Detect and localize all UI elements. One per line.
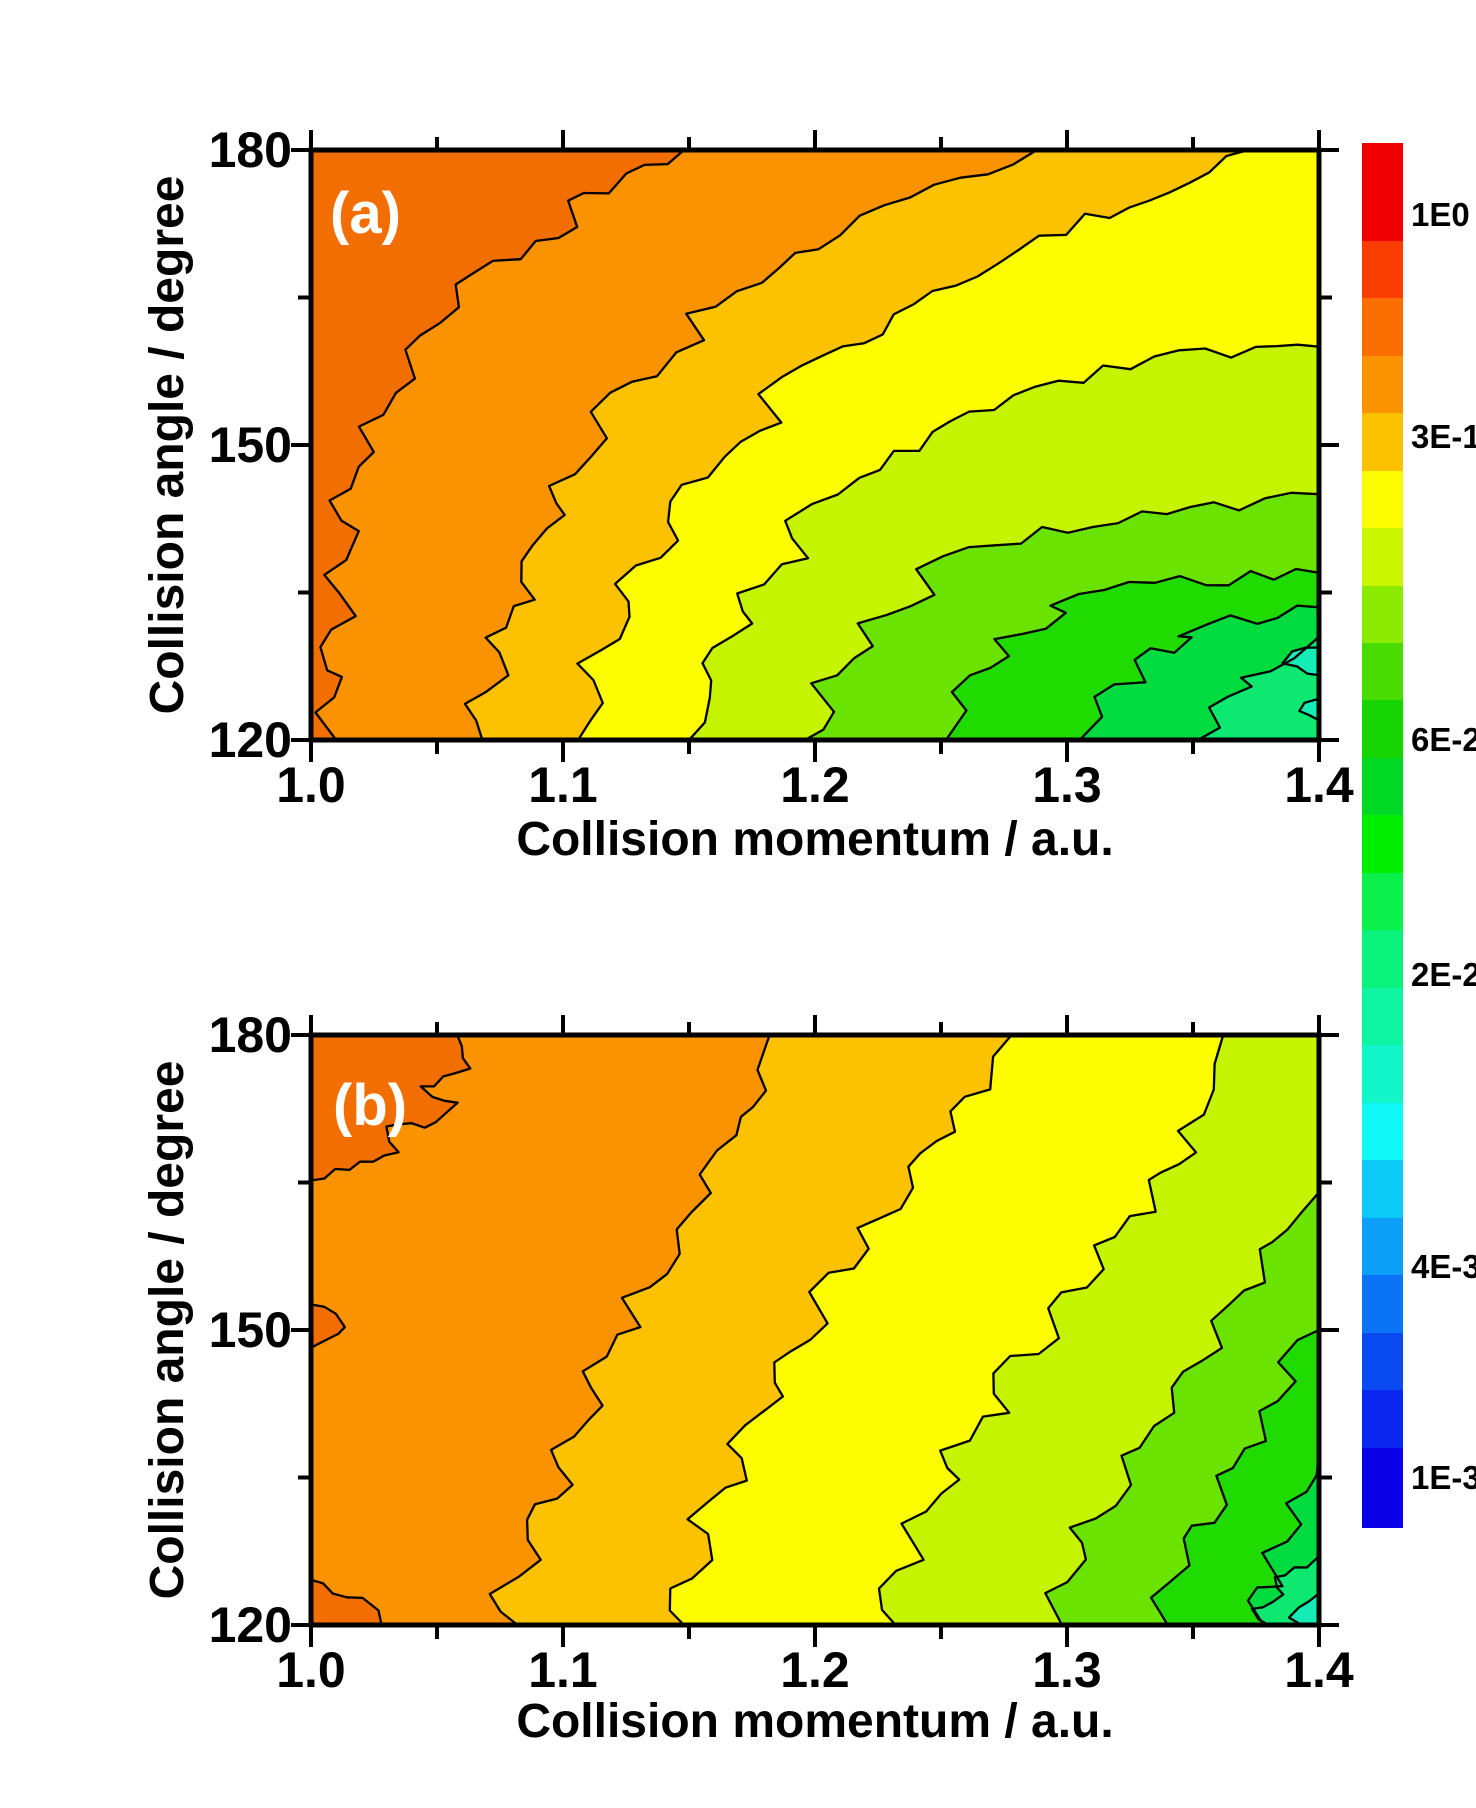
colorbar-segment	[1362, 355, 1403, 414]
colorbar	[1362, 143, 1403, 1528]
x-axis-title-b: Collision momentum / a.u.	[516, 1695, 1114, 1748]
y-tick-label: 180	[208, 1007, 292, 1063]
colorbar-segment	[1362, 872, 1403, 931]
colorbar-segment	[1362, 1045, 1403, 1103]
y-tick-label: 120	[208, 1597, 292, 1653]
colorbar-segment	[1362, 642, 1403, 701]
colorbar-segment	[1362, 1447, 1403, 1528]
x-tick-label: 1.4	[1284, 757, 1354, 813]
x-tick-label: 1.2	[780, 757, 850, 813]
x-tick-label: 1.4	[1284, 1642, 1354, 1698]
contour-plot-a	[285, 124, 1345, 766]
colorbar-segment	[1362, 1390, 1403, 1448]
colorbar-segment	[1362, 930, 1403, 988]
colorbar-label: 4E-3	[1411, 1248, 1476, 1285]
colorbar-segment	[1362, 815, 1403, 873]
y-tick-label: 120	[208, 712, 292, 768]
colorbar-segment	[1362, 470, 1403, 529]
colorbar-segment	[1362, 298, 1403, 356]
colorbar-label: 6E-2	[1411, 721, 1476, 758]
colorbar-segment	[1362, 240, 1403, 299]
y-tick-label: 180	[208, 122, 292, 178]
colorbar-segment	[1362, 700, 1403, 758]
x-tick-label: 1.0	[276, 1642, 346, 1698]
panel-a-tag: (a)	[330, 181, 401, 246]
colorbar-segment	[1362, 987, 1403, 1046]
x-tick-label: 1.0	[276, 757, 346, 813]
colorbar-segment	[1362, 528, 1403, 586]
x-tick-label: 1.3	[1032, 1642, 1102, 1698]
panel-b-tag: (b)	[333, 1073, 408, 1138]
colorbar-label: 2E-2	[1411, 956, 1476, 993]
y-axis-title-b: Collision angle / degree	[141, 1060, 194, 1600]
colorbar-segment	[1362, 757, 1403, 816]
x-tick-label: 1.2	[780, 1642, 850, 1698]
colorbar-segment	[1362, 585, 1403, 643]
colorbar-label: 1E0	[1411, 196, 1470, 233]
colorbar-segment	[1362, 1275, 1403, 1333]
y-axis-title-a: Collision angle / degree	[141, 175, 194, 715]
colorbar-label: 1E-3	[1411, 1459, 1476, 1496]
colorbar-segment	[1362, 1102, 1403, 1161]
colorbar-label: 3E-1	[1411, 418, 1476, 455]
colorbar-segment	[1362, 143, 1403, 241]
contour-canvas	[291, 1015, 1339, 1647]
colorbar-segment	[1362, 413, 1403, 471]
contour-plot-b	[285, 1009, 1345, 1651]
colorbar-segment	[1362, 1160, 1403, 1218]
x-axis-title-a: Collision momentum / a.u.	[516, 813, 1114, 866]
y-tick-label: 150	[208, 1302, 292, 1358]
x-tick-label: 1.1	[528, 1642, 598, 1698]
x-tick-label: 1.1	[528, 757, 598, 813]
y-tick-label: 150	[208, 417, 292, 473]
colorbar-segment	[1362, 1217, 1403, 1276]
colorbar-segment	[1362, 1332, 1403, 1391]
contour-canvas	[291, 130, 1339, 762]
x-tick-label: 1.3	[1032, 757, 1102, 813]
